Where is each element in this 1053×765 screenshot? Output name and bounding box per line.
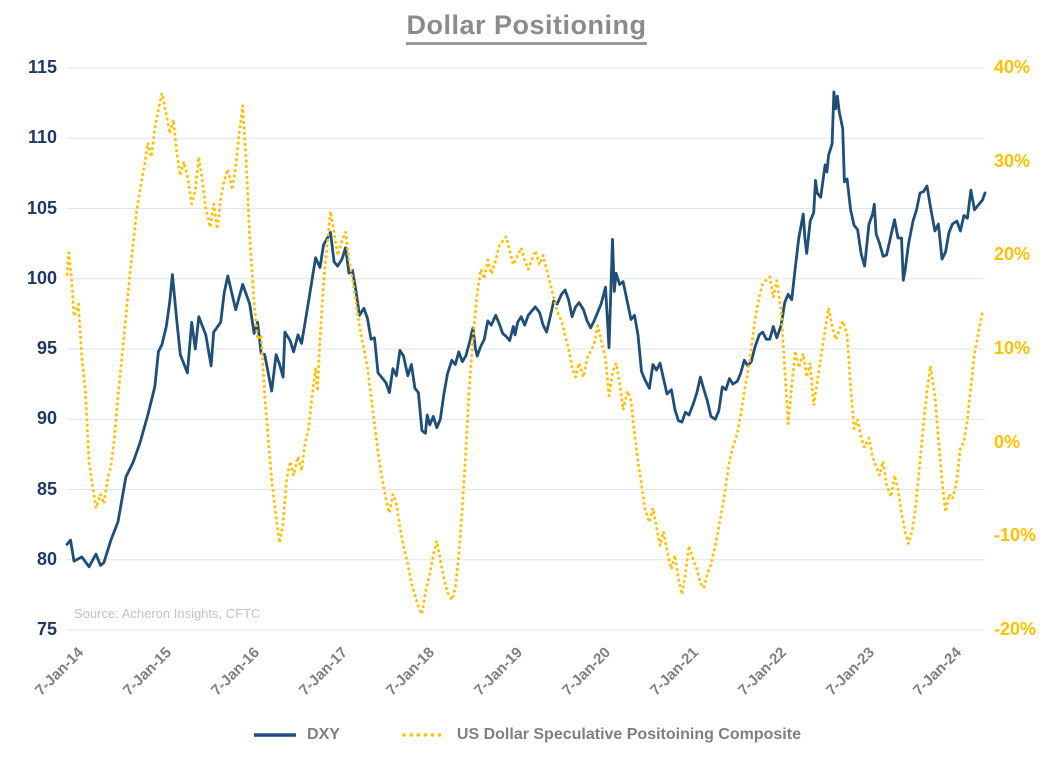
y-right-tick-label: -10%: [994, 525, 1037, 546]
legend-dotted-line-swatch: [402, 733, 448, 737]
composite-line-series: [65, 92, 984, 620]
legend-label: DXY: [307, 726, 340, 743]
legend-item: US Dollar Speculative Positoining Compos…: [402, 726, 801, 744]
y-left-tick-label: 80: [36, 548, 57, 569]
y-right-tick-label: 0%: [994, 431, 1021, 452]
dxy-line-series: [65, 90, 987, 569]
y-right-tick-label: -20%: [994, 619, 1037, 639]
y-right-tick-label: 40%: [994, 57, 1031, 77]
y-left-tick-label: 85: [36, 478, 57, 499]
y-left-tick-label: 115: [27, 57, 57, 77]
chart-legend: DXY US Dollar Speculative Positoining Com…: [0, 726, 1053, 744]
source-note: Source: Acheron Insights, CFTC: [74, 606, 261, 621]
y-right-tick-label: 30%: [994, 150, 1031, 171]
y-left-tick-label: 95: [36, 338, 57, 358]
y-left-tick-label: 105: [26, 197, 57, 218]
y-left-tick-label: 75: [36, 619, 57, 639]
legend-item: DXY: [252, 726, 340, 744]
y-left-tick-label: 110: [27, 127, 57, 148]
y-right-tick-label: 20%: [994, 244, 1031, 265]
page-title: Dollar Positioning: [406, 10, 647, 45]
legend-solid-line-swatch: [254, 733, 297, 737]
chart-title-wrap: Dollar Positioning: [0, 10, 1053, 45]
y-left-tick-label: 100: [26, 267, 57, 288]
y-right-tick-label: 10%: [994, 338, 1031, 358]
y-left-tick-label: 90: [36, 408, 57, 429]
legend-label: US Dollar Speculative Positoining Compos…: [456, 726, 801, 743]
